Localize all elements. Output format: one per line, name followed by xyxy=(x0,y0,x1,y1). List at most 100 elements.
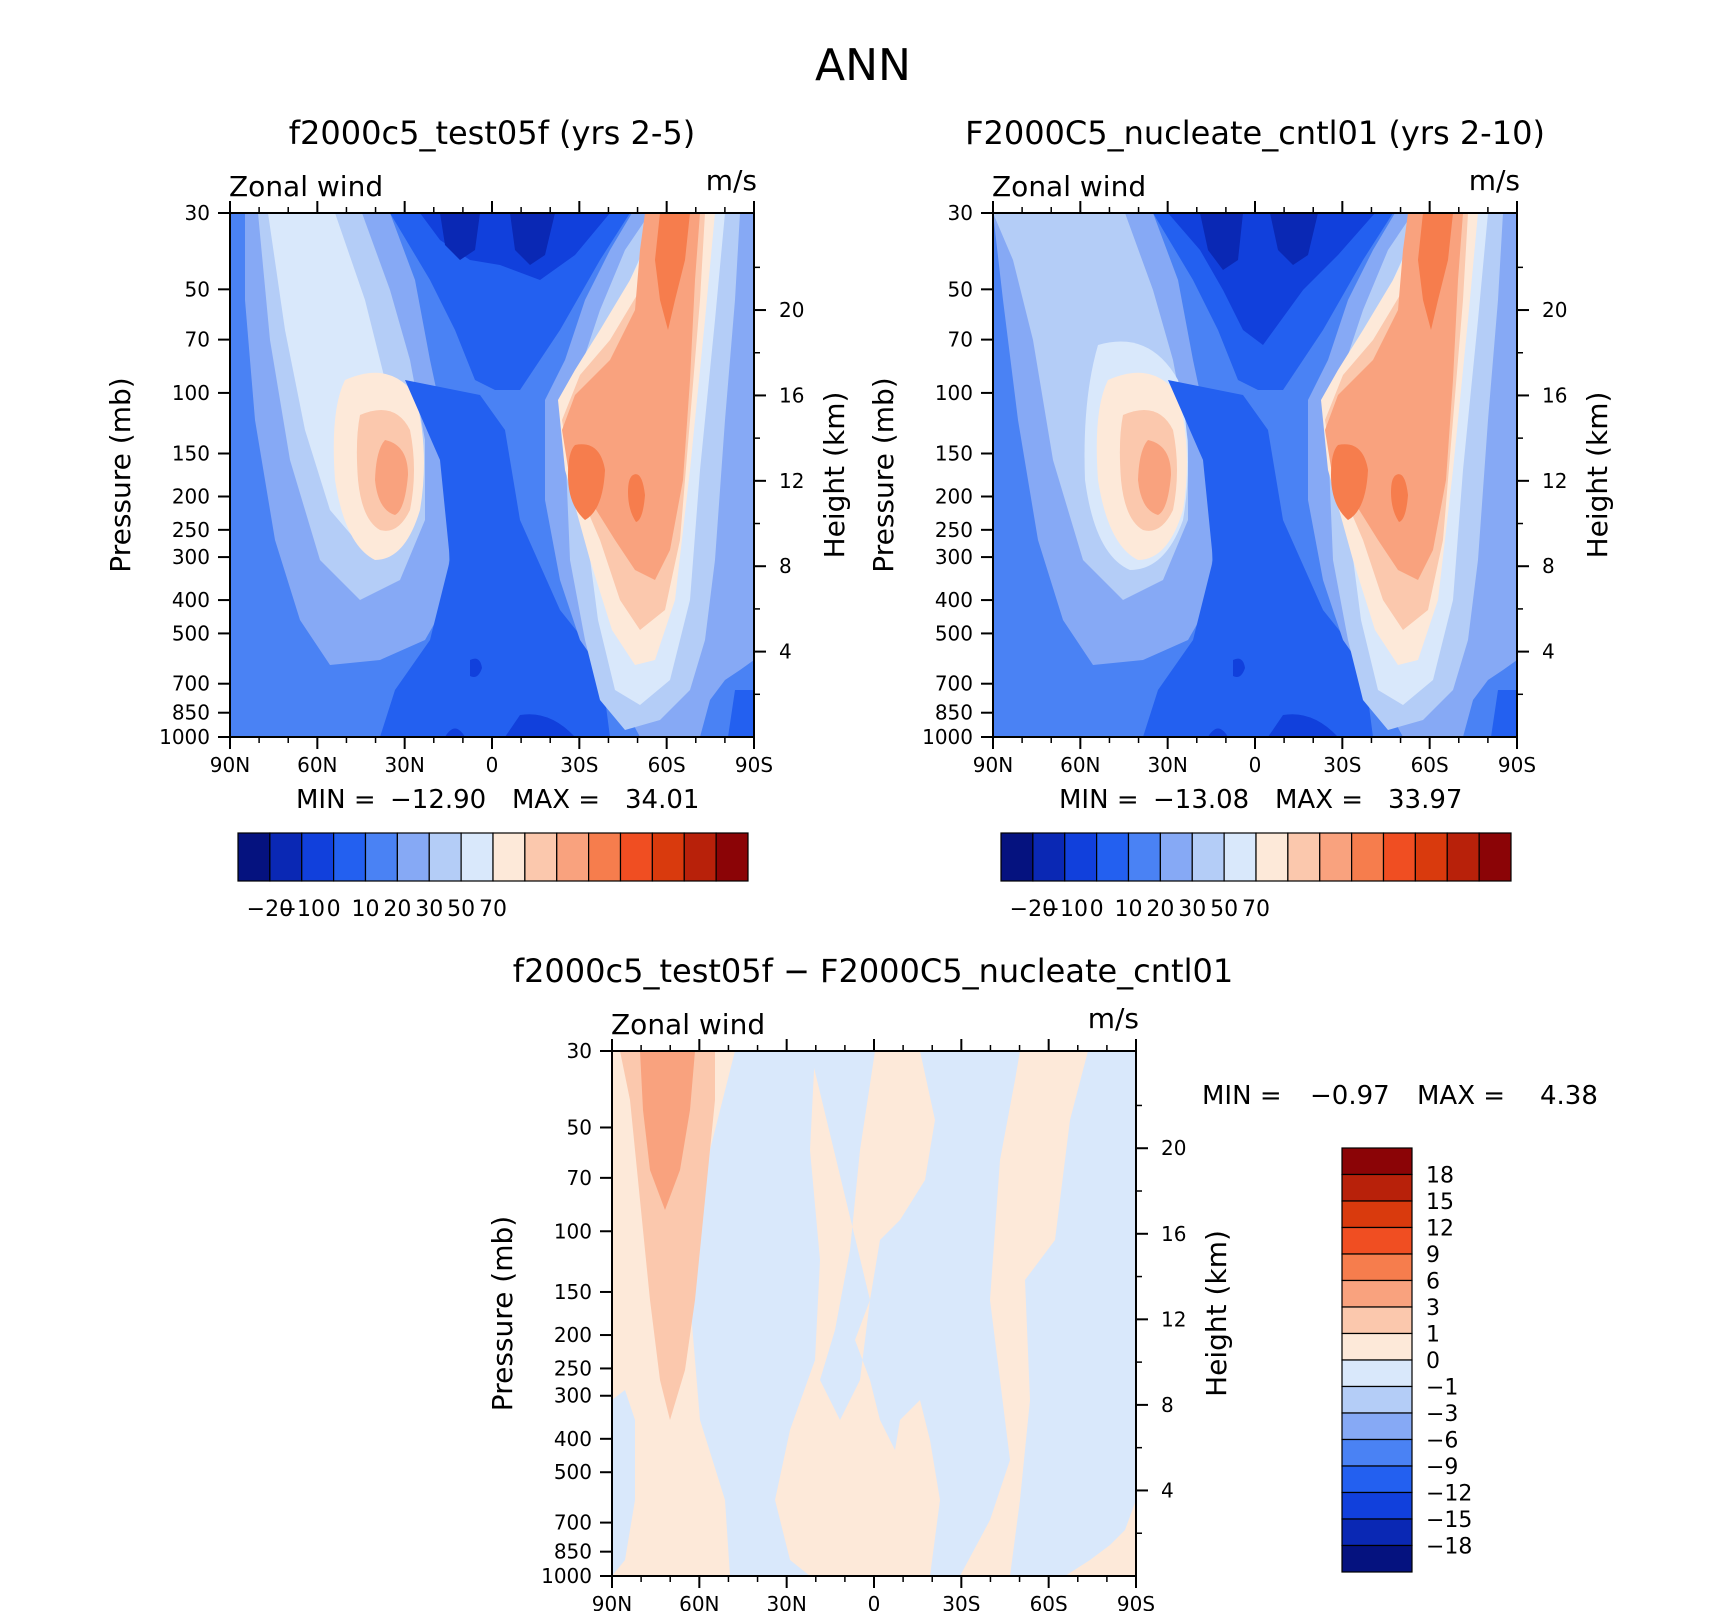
panel-control-colorbar-swatch xyxy=(1382,832,1416,882)
panel-difference-colorbar-swatch xyxy=(1341,1412,1413,1441)
panel-difference-variable-label: Zonal wind xyxy=(611,1008,765,1041)
panel-control-ytick-label-7: 300 xyxy=(935,545,973,569)
panel-control-colorbar-label: −20 xyxy=(1010,897,1056,922)
panel-control-xtick-label-0: 90N xyxy=(973,753,1013,777)
panel-test-ytick-label-2: 70 xyxy=(185,328,210,352)
panel-control-colorbar-label: 20 xyxy=(1146,897,1174,922)
panel-control-colorbar-swatch xyxy=(1096,832,1130,882)
panel-difference-colorbar-label: 15 xyxy=(1426,1190,1454,1215)
panel-test-ytick-right-label-4: 20 xyxy=(779,298,804,322)
panel-difference-colorbar-swatch xyxy=(1341,1491,1413,1520)
panel-test-colorbar-swatch xyxy=(619,832,653,882)
panel-test-colorbar-label: −10 xyxy=(279,897,325,922)
panel-control-colorbar-swatch xyxy=(1000,832,1034,882)
panel-control-ytick-right-label-1: 8 xyxy=(1542,554,1555,578)
panel-test-colorbar-label: −20 xyxy=(247,897,293,922)
panel-control-colorbar-label: 10 xyxy=(1115,897,1143,922)
panel-difference-ytick-right-label-4: 20 xyxy=(1161,1136,1186,1160)
panel-control: F2000C5_nucleate_cntl01 (yrs 2-10) Zonal… xyxy=(867,114,1614,922)
panel-test-title: f2000c5_test05f (yrs 2-5) xyxy=(289,114,695,152)
panel-test-colorbar-swatch xyxy=(556,832,590,882)
panel-test-ytick-label-0: 30 xyxy=(185,201,210,225)
panel-control-colorbar-swatch xyxy=(1351,832,1385,882)
panel-test-ytick-label-1: 50 xyxy=(185,277,210,301)
panel-test-ytick-label-5: 200 xyxy=(172,484,210,508)
panel-control-ytick-label-8: 400 xyxy=(935,588,973,612)
panel-test-colorbar-swatch xyxy=(460,832,494,882)
panel-difference-ytick-label-1: 50 xyxy=(567,1115,592,1139)
panel-control-ytick-label-12: 1000 xyxy=(922,725,973,749)
panel-test-ylabel: Pressure (mb) xyxy=(104,377,137,572)
panel-control-ytick-right-label-3: 16 xyxy=(1542,383,1567,407)
panel-difference-colorbar-swatch xyxy=(1341,1226,1413,1255)
panel-control-ytick-label-2: 70 xyxy=(948,328,973,352)
panel-control-ytick-right-label-2: 12 xyxy=(1542,469,1567,493)
panel-control-ytick-label-6: 250 xyxy=(935,518,973,542)
panel-test-xtick-label-5: 60S xyxy=(648,753,686,777)
panel-difference-colorbar-label: 6 xyxy=(1426,1270,1440,1295)
panel-control-min-value: −13.08 xyxy=(1153,785,1249,815)
panel-difference-colorbar-label: −1 xyxy=(1426,1376,1458,1401)
panel-test-xtick-label-4: 30S xyxy=(560,753,598,777)
panel-difference-colorbar-label: −6 xyxy=(1426,1429,1458,1454)
panel-difference-colorbar-label: −12 xyxy=(1426,1482,1472,1507)
panel-difference-colorbar-swatch xyxy=(1341,1306,1413,1335)
panel-difference-colorbar-label: 9 xyxy=(1426,1243,1440,1268)
panel-control-contour-field xyxy=(993,213,1517,737)
panel-difference-ytick-label-8: 400 xyxy=(554,1427,592,1451)
panel-test-units-label: m/s xyxy=(706,164,757,197)
panel-difference-ytick-label-7: 300 xyxy=(554,1384,592,1408)
panel-control-colorbar-swatch xyxy=(1478,832,1512,882)
panel-test-ytick-label-10: 700 xyxy=(172,672,210,696)
panel-test-contour-field xyxy=(230,213,754,737)
panel-difference-max-label: MAX = xyxy=(1417,1081,1505,1111)
panel-test-colorbar-label: 0 xyxy=(327,897,341,922)
panel-control-min-label: MIN = xyxy=(1059,785,1139,815)
panel-control-colorbar-swatch xyxy=(1446,832,1480,882)
panel-test-ytick-right-label-2: 12 xyxy=(779,469,804,493)
panel-control-max-value: 33.97 xyxy=(1388,785,1462,815)
panel-control-ytick-label-9: 500 xyxy=(935,621,973,645)
panel-control-xtick-label-2: 30N xyxy=(1147,753,1187,777)
panel-control-ytick-label-3: 100 xyxy=(935,381,973,405)
panel-difference-colorbar-swatch xyxy=(1341,1465,1413,1494)
panel-difference-colorbar-label: 18 xyxy=(1426,1164,1454,1189)
panel-control-title: F2000C5_nucleate_cntl01 (yrs 2-10) xyxy=(965,114,1545,152)
panel-control-xtick-label-3: 0 xyxy=(1249,753,1262,777)
panel-test-ytick-right-label-3: 16 xyxy=(779,383,804,407)
panel-control-units-label: m/s xyxy=(1469,164,1520,197)
panel-test-colorbar-swatch xyxy=(333,832,367,882)
panel-difference-colorbar-swatch xyxy=(1341,1253,1413,1282)
panel-control-colorbar-swatch xyxy=(1223,832,1257,882)
panel-difference-ytick-right-label-0: 4 xyxy=(1161,1478,1174,1502)
panel-difference-xtick-label-3: 0 xyxy=(868,1592,881,1611)
figure-title: ANN xyxy=(815,40,911,91)
panel-difference-colorbar-swatch xyxy=(1341,1359,1413,1388)
panel-test: f2000c5_test05f (yrs 2-5) Zonal wind m/s xyxy=(104,114,851,922)
panel-difference-ytick-label-12: 1000 xyxy=(541,1564,592,1588)
panel-test-xtick-label-3: 0 xyxy=(486,753,499,777)
panel-test-colorbar-swatch xyxy=(364,832,398,882)
panel-difference-xtick-label-5: 60S xyxy=(1030,1592,1068,1611)
panel-difference-colorbar-label: 12 xyxy=(1426,1217,1454,1242)
panel-test-variable-label: Zonal wind xyxy=(229,170,383,203)
panel-control-ytick-label-10: 700 xyxy=(935,672,973,696)
panel-difference-ylabel-right: Height (km) xyxy=(1200,1230,1233,1397)
panel-control-colorbar: −20−10 0 10 20 30 50 70 xyxy=(1000,832,1512,922)
panel-difference-colorbar-swatch xyxy=(1341,1332,1413,1361)
panel-difference-colorbar-label: 3 xyxy=(1426,1296,1440,1321)
panel-test-ytick-label-6: 250 xyxy=(172,518,210,542)
panel-test-ytick-label-8: 400 xyxy=(172,588,210,612)
panel-test-min-value: −12.90 xyxy=(390,785,486,815)
panel-control-max-label: MAX = xyxy=(1275,785,1363,815)
panel-control-colorbar-swatch xyxy=(1255,832,1289,882)
panel-difference-xtick-label-4: 30S xyxy=(942,1592,980,1611)
panel-difference-colorbar-swatch xyxy=(1341,1438,1413,1467)
panel-difference-colorbar-swatch xyxy=(1341,1147,1413,1176)
panel-control-variable-label: Zonal wind xyxy=(992,170,1146,203)
panel-test-colorbar-swatch xyxy=(492,832,526,882)
panel-difference-ytick-label-9: 500 xyxy=(554,1460,592,1484)
panel-difference-colorbar-swatch xyxy=(1341,1200,1413,1229)
panel-control-colorbar-swatch xyxy=(1191,832,1225,882)
